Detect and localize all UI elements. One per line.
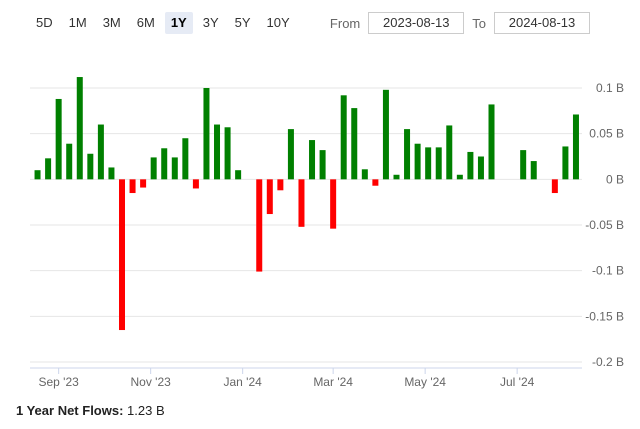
bar[interactable] bbox=[435, 147, 442, 180]
bar[interactable] bbox=[224, 127, 231, 180]
bar[interactable] bbox=[192, 179, 199, 189]
net-flows-chart: 0.1 B 0.05 B 0 B -0.05 B -0.1 B -0.15 B -0.2 B… bbox=[30, 77, 624, 389]
net-flows-summary: 1 Year Net Flows: 1.23 B bbox=[16, 403, 165, 418]
x-tick-label: Sep '23 bbox=[38, 375, 79, 389]
bar[interactable] bbox=[562, 146, 569, 180]
y-tick-label: 0.05 B bbox=[589, 127, 624, 141]
bar[interactable] bbox=[309, 140, 316, 180]
y-tick-label: 0 B bbox=[606, 172, 624, 186]
bar[interactable] bbox=[340, 95, 347, 180]
date-range: From 2023-08-13 To 2024-08-13 bbox=[322, 12, 590, 34]
bar[interactable] bbox=[298, 179, 305, 227]
range-button-1m[interactable]: 1M bbox=[68, 15, 87, 30]
range-selector: 5D 1M 3M 6M 1Y 3Y 5Y 10Y bbox=[30, 12, 296, 34]
x-tick-label: Nov '23 bbox=[130, 375, 171, 389]
bar[interactable] bbox=[425, 147, 432, 180]
range-button-3y[interactable]: 3Y bbox=[202, 15, 219, 30]
x-tick-label: Jul '24 bbox=[500, 375, 535, 389]
range-button-6m[interactable]: 6M bbox=[136, 15, 155, 30]
bar[interactable] bbox=[414, 143, 421, 180]
from-date-input[interactable]: 2023-08-13 bbox=[368, 12, 465, 34]
bar[interactable] bbox=[45, 158, 52, 180]
bar[interactable] bbox=[456, 174, 463, 180]
bar[interactable] bbox=[97, 124, 104, 180]
bar[interactable] bbox=[287, 129, 294, 180]
bar[interactable] bbox=[572, 114, 579, 180]
y-tick-label: -0.1 B bbox=[592, 264, 624, 278]
bar[interactable] bbox=[182, 138, 189, 180]
bar[interactable] bbox=[266, 179, 273, 215]
y-tick-label: 0.1 B bbox=[596, 81, 624, 95]
bar[interactable] bbox=[161, 148, 168, 180]
bar[interactable] bbox=[393, 174, 400, 180]
bar[interactable] bbox=[372, 179, 379, 186]
bar[interactable] bbox=[256, 179, 263, 272]
bar[interactable] bbox=[214, 124, 221, 180]
bar[interactable] bbox=[119, 179, 125, 331]
bar[interactable] bbox=[477, 156, 484, 180]
bar[interactable] bbox=[150, 157, 157, 180]
bar[interactable] bbox=[319, 150, 326, 180]
to-label: To bbox=[472, 15, 486, 31]
range-button-3m[interactable]: 3M bbox=[102, 15, 121, 30]
to-date-input[interactable]: 2024-08-13 bbox=[494, 12, 590, 34]
bar[interactable] bbox=[129, 179, 136, 194]
bar[interactable] bbox=[66, 143, 73, 180]
bar[interactable] bbox=[235, 170, 242, 180]
range-button-1y[interactable]: 1Y bbox=[164, 12, 193, 34]
bar[interactable] bbox=[467, 151, 474, 180]
bar[interactable] bbox=[108, 167, 115, 180]
bar[interactable] bbox=[87, 153, 94, 180]
bar[interactable] bbox=[55, 98, 62, 180]
net-flows-label: 1 Year Net Flows: bbox=[16, 403, 124, 418]
bar[interactable] bbox=[171, 157, 178, 180]
bar[interactable] bbox=[530, 161, 537, 180]
range-button-5y[interactable]: 5Y bbox=[234, 15, 251, 30]
bar[interactable] bbox=[351, 108, 358, 180]
bar[interactable] bbox=[34, 170, 41, 180]
net-flows-value: 1.23 B bbox=[127, 403, 165, 418]
y-tick-label: -0.15 B bbox=[585, 309, 624, 323]
bar[interactable] bbox=[203, 88, 210, 180]
bar[interactable] bbox=[520, 150, 527, 180]
bar[interactable] bbox=[382, 89, 389, 180]
bar[interactable] bbox=[140, 179, 147, 188]
y-tick-label: -0.05 B bbox=[585, 218, 624, 232]
bar[interactable] bbox=[361, 169, 368, 180]
bar[interactable] bbox=[488, 104, 495, 180]
x-tick-label: May '24 bbox=[404, 375, 446, 389]
bar[interactable] bbox=[330, 179, 337, 229]
range-button-5d[interactable]: 5D bbox=[36, 15, 53, 30]
y-tick-label: -0.2 B bbox=[592, 355, 624, 369]
bar[interactable] bbox=[76, 77, 83, 180]
bar[interactable] bbox=[404, 129, 411, 180]
x-tick-label: Jan '24 bbox=[223, 375, 262, 389]
range-button-10y[interactable]: 10Y bbox=[266, 15, 290, 30]
bar[interactable] bbox=[551, 179, 558, 194]
bar[interactable] bbox=[446, 125, 453, 180]
from-label: From bbox=[329, 15, 361, 31]
x-tick-label: Mar '24 bbox=[313, 375, 353, 389]
bar[interactable] bbox=[277, 179, 284, 191]
